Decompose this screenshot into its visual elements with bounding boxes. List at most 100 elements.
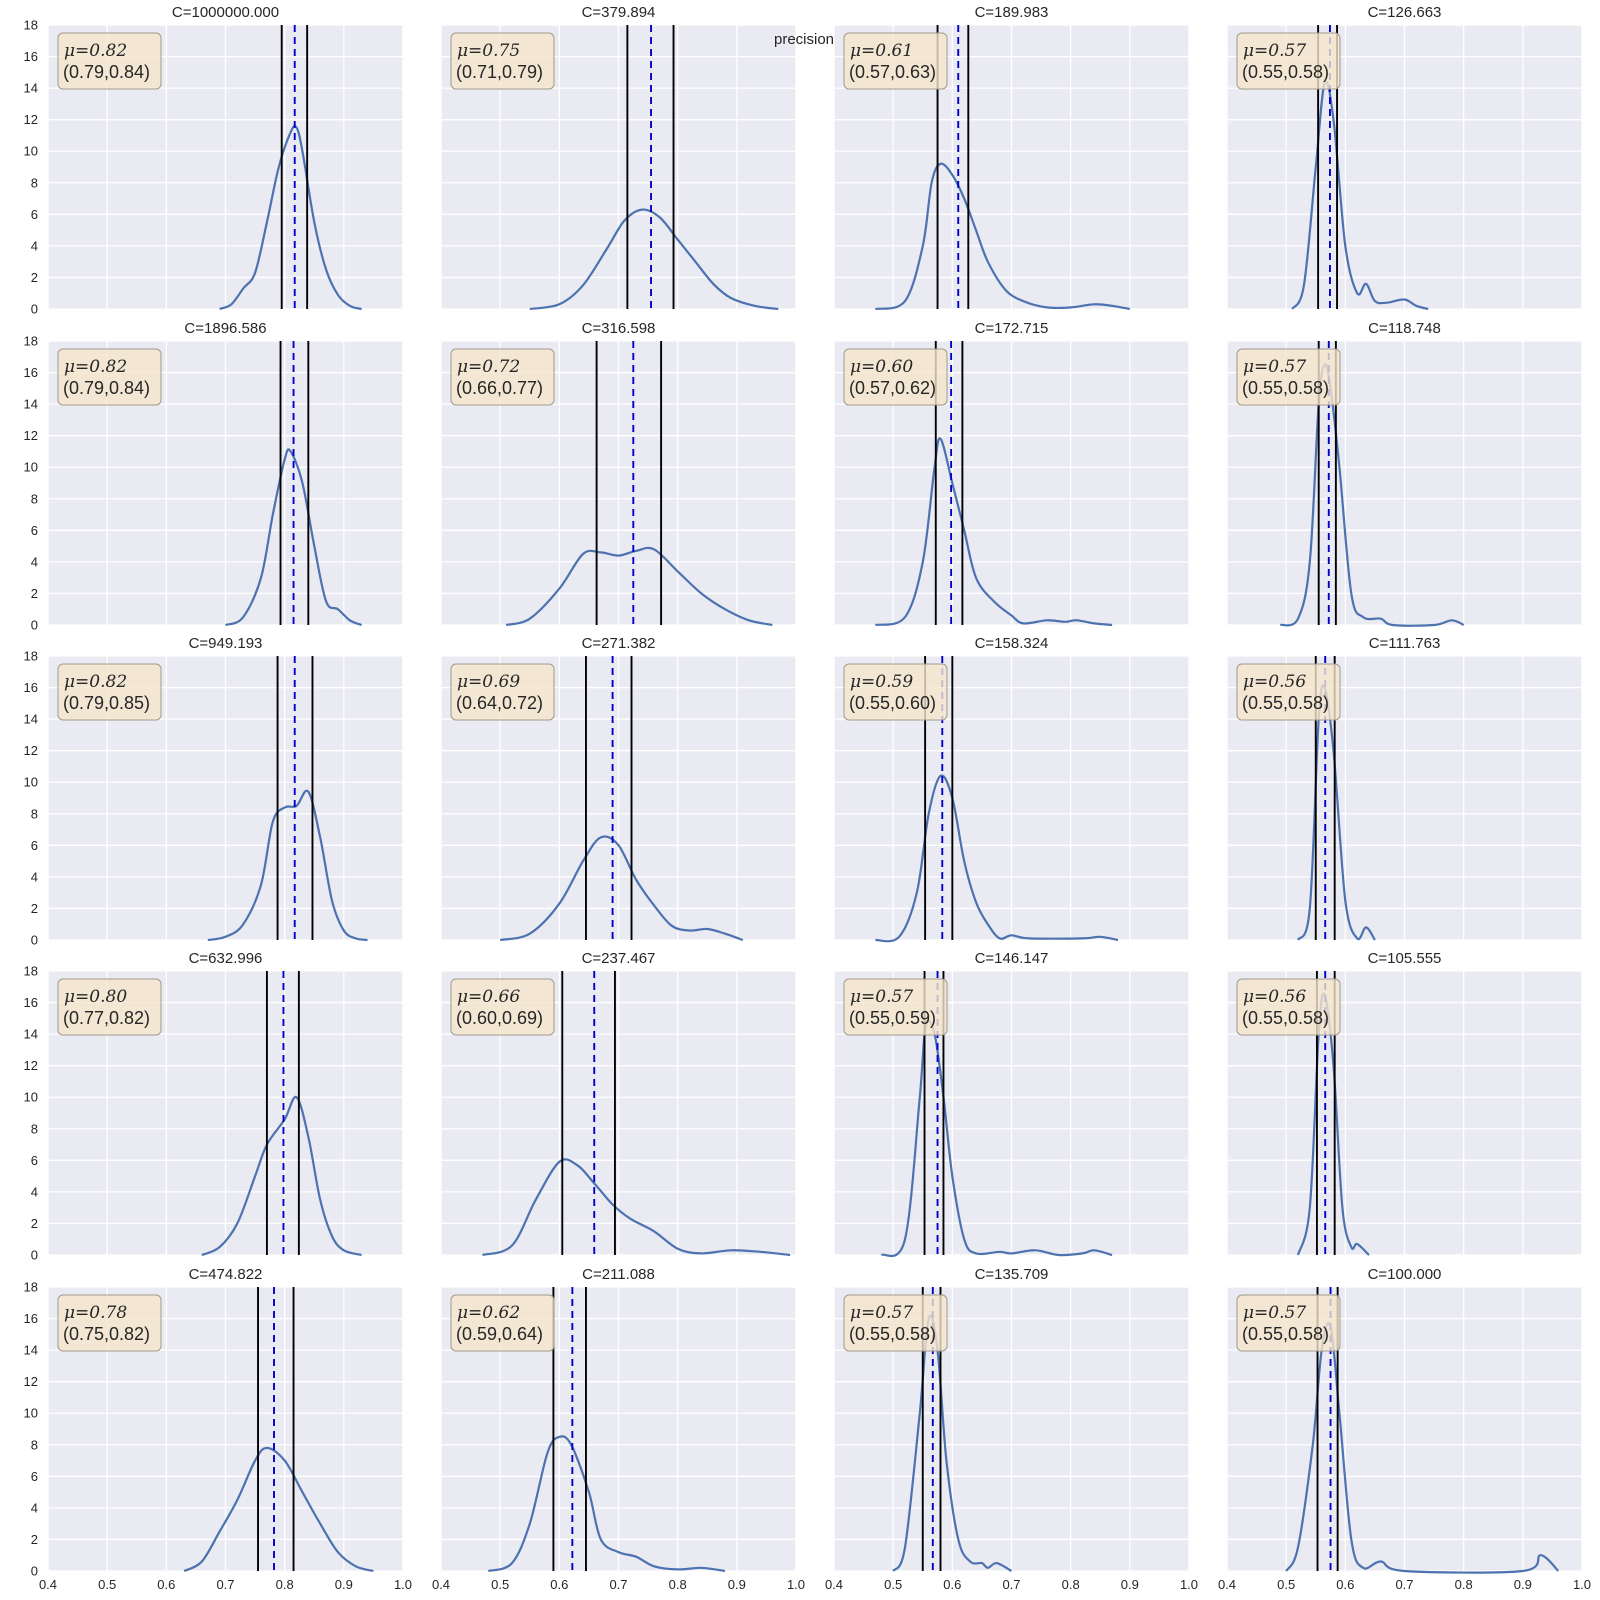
kde-curve — [529, 208, 779, 311]
ci-label: (0.59,0.64) — [456, 1324, 543, 1344]
subplot-title: C=474.822 — [189, 1266, 263, 1283]
kde-curve — [1296, 992, 1370, 1256]
x-tick-label: 1.0 — [1573, 1577, 1591, 1592]
y-tick-label: 14 — [24, 81, 38, 96]
x-tick-label: 1.0 — [787, 1577, 805, 1592]
gridlines — [833, 655, 1190, 941]
y-tick-label: 6 — [31, 1469, 38, 1484]
y-tick-label: 2 — [31, 1216, 38, 1231]
x-tick-label: 0.6 — [943, 1577, 961, 1592]
y-tick-label: 14 — [24, 397, 38, 412]
subplot-title: C=632.996 — [189, 950, 263, 967]
x-tick-label: 0.5 — [98, 1577, 116, 1592]
subplot-title: C=172.715 — [975, 320, 1049, 337]
ci-label: (0.55,0.58) — [1242, 378, 1329, 398]
y-tick-label: 16 — [24, 49, 38, 64]
mean-label: μ=0.59 — [850, 672, 913, 692]
ci-label: (0.55,0.58) — [1242, 1008, 1329, 1028]
subplot-title: C=237.467 — [582, 950, 656, 967]
kde-curve — [207, 789, 368, 942]
ci-label: (0.55,0.58) — [1242, 693, 1329, 713]
kde-curve — [225, 448, 363, 627]
stats-box — [57, 1294, 162, 1352]
subplot-title: C=105.555 — [1368, 950, 1442, 967]
y-tick-label: 16 — [24, 365, 38, 380]
kde-curve — [1291, 80, 1429, 311]
y-tick-label: 0 — [31, 302, 38, 317]
y-tick-label: 10 — [24, 144, 38, 159]
ci-label: (0.79,0.84) — [63, 62, 150, 82]
ci-label: (0.79,0.84) — [63, 378, 150, 398]
stats-box — [450, 348, 555, 406]
x-tick-label: 0.5 — [884, 1577, 902, 1592]
x-tick-label: 0.9 — [335, 1577, 353, 1592]
kde-curve — [875, 162, 1130, 311]
y-tick-label: 10 — [24, 775, 38, 790]
y-tick-label: 6 — [31, 523, 38, 538]
subplot-19: 0.4 0.5 0.6 0.7 0.8 0.9 1.0 C=135.709 μ=0.57(0.5… — [825, 1266, 1198, 1592]
x-tick-label: 0.5 — [1277, 1577, 1295, 1592]
gridlines — [440, 1286, 797, 1572]
kde-curve — [1285, 1321, 1560, 1574]
y-tick-label: 4 — [31, 869, 38, 884]
y-tick-label: 10 — [24, 460, 38, 475]
subplot-11: C=158.324 μ=0.59(0.55,0.60) — [833, 635, 1190, 943]
subplot-12: C=111.763 μ=0.56(0.55,0.58) — [1226, 635, 1583, 941]
x-tick-label: 0.6 — [157, 1577, 175, 1592]
y-tick-label: 6 — [31, 207, 38, 222]
stats-box — [450, 978, 555, 1036]
y-tick-label: 2 — [31, 270, 38, 285]
subplot-4: C=126.663 μ=0.57(0.55,0.58) — [1226, 4, 1583, 311]
subplot-8: C=118.748 μ=0.57(0.55,0.58) — [1226, 320, 1583, 627]
stats-box — [1236, 978, 1341, 1036]
y-tick-label: 4 — [31, 554, 38, 569]
y-tick-label: 14 — [24, 1027, 38, 1042]
x-tick-label: 0.4 — [825, 1577, 843, 1592]
subplot-title: C=379.894 — [582, 4, 656, 21]
kde-curve — [505, 546, 773, 627]
subplot-title: C=158.324 — [975, 635, 1049, 652]
y-tick-label: 12 — [24, 1374, 38, 1389]
x-tick-label: 0.9 — [1514, 1577, 1532, 1592]
y-tick-label: 2 — [31, 1532, 38, 1547]
mean-label: μ=0.57 — [1243, 1303, 1306, 1323]
subplot-5: 0 2 4 6 8 10 12 14 16 18 C=1896.586 μ=0.82(0.79,0.8… — [24, 320, 404, 633]
y-tick-label: 8 — [31, 806, 38, 821]
subplot-title: C=100.000 — [1368, 1266, 1442, 1283]
x-tick-label: 0.8 — [1062, 1577, 1080, 1592]
subplot-title: C=271.382 — [582, 635, 656, 652]
x-tick-label: 0.6 — [550, 1577, 568, 1592]
stats-box — [1236, 663, 1341, 721]
x-tick-label: 1.0 — [1180, 1577, 1198, 1592]
gridlines — [1226, 970, 1583, 1256]
gridlines — [47, 655, 404, 941]
x-tick-label: 0.7 — [609, 1577, 627, 1592]
subplot-title: C=126.663 — [1368, 4, 1442, 21]
subplot-title: C=118.748 — [1368, 320, 1441, 337]
y-tick-label: 6 — [31, 838, 38, 853]
y-tick-label: 0 — [31, 933, 38, 948]
subplot-17: 0.4 0.5 0.6 0.7 0.8 0.9 1.0 0 2 4 6 8 10 12 14 16 18 C=47… — [24, 1266, 413, 1592]
subplot-title: C=1896.586 — [184, 320, 266, 337]
stats-box — [57, 348, 162, 406]
gridlines — [47, 1286, 404, 1572]
ci-label: (0.77,0.82) — [63, 1008, 150, 1028]
x-tick-label: 0.8 — [276, 1577, 294, 1592]
y-tick-label: 10 — [24, 1090, 38, 1105]
y-tick-label: 0 — [31, 1564, 38, 1579]
x-tick-label: 0.5 — [491, 1577, 509, 1592]
stats-box — [843, 348, 948, 406]
stats-box — [450, 1294, 555, 1352]
y-tick-label: 8 — [31, 1121, 38, 1136]
mean-label: μ=0.57 — [1243, 41, 1306, 61]
subplot-title: C=189.983 — [975, 4, 1049, 21]
y-tick-label: 8 — [31, 175, 38, 190]
x-tick-label: 0.9 — [1121, 1577, 1139, 1592]
y-tick-label: 18 — [24, 18, 38, 33]
kde-curve — [487, 1435, 726, 1573]
y-tick-label: 18 — [24, 334, 38, 349]
y-tick-label: 12 — [24, 112, 38, 127]
mean-label: μ=0.62 — [457, 1303, 520, 1323]
y-tick-label: 18 — [24, 649, 38, 664]
